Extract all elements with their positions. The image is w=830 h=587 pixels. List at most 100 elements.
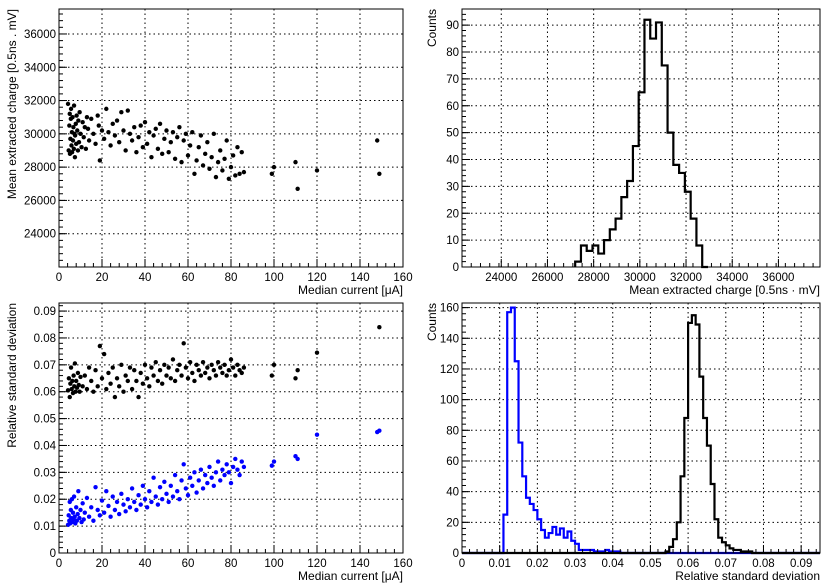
data-point bbox=[179, 373, 184, 378]
data-point bbox=[183, 486, 189, 491]
data-point bbox=[228, 480, 234, 486]
data-point bbox=[213, 174, 219, 180]
data-point bbox=[190, 129, 195, 135]
data-point bbox=[147, 488, 152, 494]
x-tick-label: 100 bbox=[264, 272, 283, 284]
y-tick-label: 10 bbox=[446, 235, 459, 247]
data-point bbox=[226, 176, 232, 181]
data-point bbox=[142, 497, 148, 502]
data-point bbox=[68, 365, 74, 370]
data-point bbox=[181, 138, 186, 143]
data-point bbox=[295, 368, 300, 373]
y-tick-label: 0.05 bbox=[34, 414, 56, 426]
data-point bbox=[192, 378, 197, 384]
data-point bbox=[104, 488, 109, 494]
data-point bbox=[179, 159, 184, 165]
data-point bbox=[114, 376, 120, 381]
y-axis-label: Mean extracted charge [0.5ns . mV] bbox=[5, 9, 19, 199]
data-point bbox=[72, 154, 78, 160]
data-point bbox=[119, 491, 124, 497]
x-tick-label: 32000 bbox=[670, 272, 702, 284]
data-point bbox=[164, 373, 169, 378]
data-point bbox=[78, 131, 83, 137]
data-point bbox=[75, 128, 80, 133]
data-point bbox=[72, 514, 77, 519]
y-tick-label: 80 bbox=[446, 425, 459, 437]
data-point bbox=[125, 378, 130, 384]
data-point bbox=[175, 488, 180, 494]
data-point bbox=[209, 154, 214, 160]
data-point bbox=[91, 389, 96, 394]
data-point bbox=[129, 486, 135, 491]
data-point bbox=[203, 472, 208, 478]
x-tick-label: 40 bbox=[139, 272, 152, 284]
y-tick-label: 0 bbox=[453, 548, 459, 560]
y-tick-label: 0.02 bbox=[34, 494, 56, 506]
data-point bbox=[80, 119, 85, 125]
x-tick-label: 0.06 bbox=[677, 558, 699, 570]
x-tick-label: 20 bbox=[96, 558, 109, 570]
data-point bbox=[213, 470, 219, 475]
data-point bbox=[97, 158, 103, 163]
data-point bbox=[117, 384, 122, 389]
data-point bbox=[200, 359, 206, 365]
panel-tr: 24000 26000 28000 30000 32000 34000 36000 0 10 20… bbox=[425, 8, 821, 297]
y-tick-label: 0.06 bbox=[34, 387, 56, 399]
y-axis-label: Relative standard deviation bbox=[5, 303, 19, 448]
data-point bbox=[377, 428, 382, 433]
data-point bbox=[106, 129, 111, 135]
data-point bbox=[196, 144, 201, 150]
data-point bbox=[82, 510, 88, 515]
data-point bbox=[142, 362, 148, 368]
data-point bbox=[215, 159, 221, 165]
data-point bbox=[149, 365, 154, 370]
data-point bbox=[101, 351, 107, 357]
data-point bbox=[110, 365, 115, 370]
data-point bbox=[119, 110, 124, 115]
data-point bbox=[132, 368, 137, 373]
data-point bbox=[194, 362, 199, 368]
data-point bbox=[166, 149, 171, 155]
data-point bbox=[177, 497, 182, 502]
data-point bbox=[168, 376, 173, 381]
data-point bbox=[72, 361, 78, 366]
data-point bbox=[149, 499, 154, 505]
data-point bbox=[222, 156, 227, 162]
data-point bbox=[114, 499, 120, 505]
data-point bbox=[160, 151, 165, 157]
data-point bbox=[74, 505, 79, 510]
data-point bbox=[95, 384, 100, 389]
data-point bbox=[123, 373, 128, 378]
data-point bbox=[160, 381, 165, 386]
data-point bbox=[151, 373, 156, 378]
y-tick-label: 0 bbox=[453, 262, 459, 274]
data-point bbox=[93, 141, 98, 147]
x-tick-label: 60 bbox=[182, 272, 195, 284]
data-point bbox=[121, 389, 126, 394]
data-point bbox=[153, 126, 158, 132]
data-point bbox=[108, 514, 113, 519]
data-point bbox=[72, 133, 78, 138]
data-point bbox=[224, 138, 229, 143]
data-point bbox=[198, 133, 204, 138]
data-point bbox=[76, 118, 81, 123]
data-point bbox=[71, 146, 77, 152]
data-point bbox=[142, 119, 148, 125]
data-point bbox=[241, 464, 247, 470]
data-point bbox=[155, 378, 161, 384]
data-point bbox=[155, 502, 161, 507]
data-point bbox=[101, 510, 107, 515]
data-point bbox=[172, 472, 178, 478]
data-point bbox=[69, 149, 75, 155]
data-point bbox=[177, 362, 182, 368]
data-point bbox=[218, 478, 223, 483]
data-point bbox=[123, 509, 128, 514]
data-point bbox=[196, 478, 201, 483]
data-point bbox=[237, 472, 242, 478]
data-point bbox=[86, 138, 92, 143]
y-tick-label: 0.04 bbox=[34, 440, 57, 452]
data-point bbox=[207, 376, 212, 381]
x-tick-label: 0.03 bbox=[564, 558, 586, 570]
data-point bbox=[271, 459, 277, 464]
data-point bbox=[220, 168, 225, 173]
